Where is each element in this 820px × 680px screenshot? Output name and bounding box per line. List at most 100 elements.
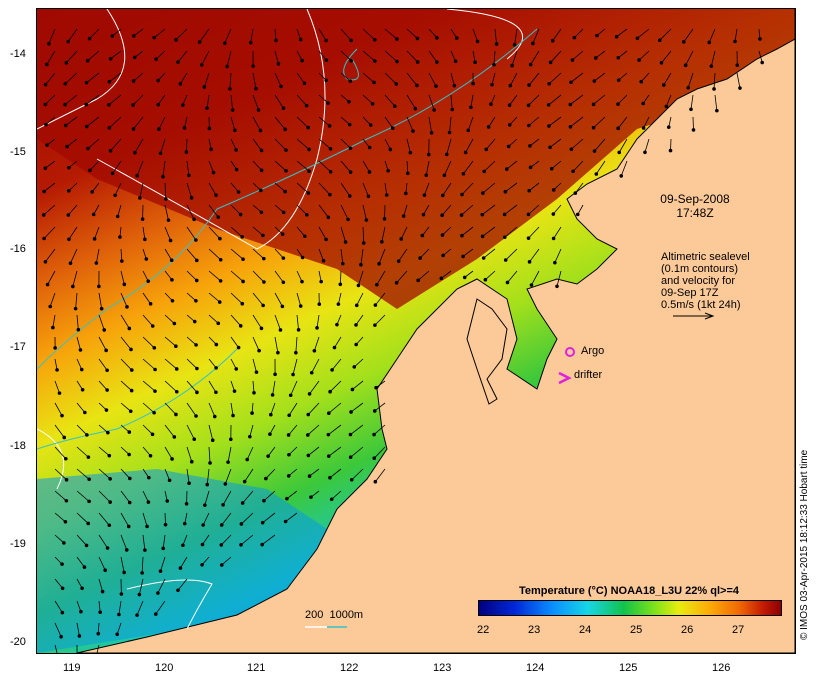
velocity-arrow-head [83, 410, 87, 415]
velocity-arrow [242, 490, 254, 504]
velocity-arrow [316, 314, 320, 328]
velocity-arrow [133, 28, 144, 37]
velocity-arrow-head [210, 438, 215, 443]
velocity-arrow-head [347, 99, 351, 104]
velocity-arrow [116, 622, 122, 635]
velocity-arrow [252, 226, 264, 236]
velocity-arrow-head [328, 389, 332, 394]
velocity-arrow-head [122, 570, 126, 575]
velocity-arrow-head [233, 128, 237, 133]
velocity-arrow-head [161, 546, 166, 551]
velocity-arrow-head [257, 348, 261, 353]
lon-tick: 120 [155, 662, 174, 674]
velocity-arrow [483, 160, 496, 172]
velocity-arrow-head [273, 372, 277, 377]
velocity-arrow-head [152, 346, 157, 350]
velocity-arrow-head [526, 103, 531, 108]
velocity-arrow [318, 160, 331, 173]
velocity-arrow-head [200, 542, 205, 547]
velocity-arrow-head [261, 233, 265, 238]
velocity-arrow-head [97, 284, 101, 289]
velocity-arrow [87, 138, 100, 149]
velocity-arrow-head [527, 83, 531, 87]
velocity-arrow [296, 50, 303, 61]
velocity-arrow-head [259, 148, 264, 153]
velocity-arrow [444, 160, 452, 176]
sealevel-note-line: 0.5m/s (1kt 24h) [661, 299, 741, 311]
velocity-arrow-head [241, 257, 245, 261]
velocity-arrow-head [91, 212, 96, 217]
velocity-arrow [208, 292, 221, 303]
velocity-arrow-head [568, 125, 573, 129]
velocity-arrow-head [373, 479, 378, 484]
velocity-arrow-head [214, 366, 218, 370]
velocity-arrow [186, 204, 195, 220]
velocity-arrow [230, 292, 243, 305]
velocity-arrow [685, 50, 694, 66]
velocity-arrow-head [348, 455, 353, 459]
velocity-arrow-head [594, 172, 599, 176]
velocity-arrow [230, 226, 243, 238]
velocity-arrow-head [394, 82, 399, 86]
velocity-arrow-head [548, 60, 553, 65]
velocity-arrow-head [276, 62, 281, 66]
velocity-arrow [442, 226, 452, 236]
velocity-arrow-head [239, 522, 244, 526]
velocity-arrow-head [712, 87, 716, 91]
velocity-arrow-head [197, 40, 202, 44]
velocity-arrow-head [424, 173, 429, 178]
velocity-arrow [230, 314, 242, 327]
velocity-arrow-head [262, 256, 266, 261]
velocity-arrow-head [80, 586, 84, 591]
velocity-arrow-head [128, 409, 133, 414]
velocity-arrow-head [504, 167, 509, 171]
velocity-arrow [514, 28, 518, 45]
velocity-arrow-head [266, 454, 270, 458]
velocity-arrow-head [294, 350, 298, 355]
velocity-arrow [461, 182, 474, 195]
velocity-arrow-head [447, 130, 452, 135]
velocity-arrow-head [76, 327, 81, 332]
velocity-arrow [548, 72, 562, 85]
velocity-arrow [64, 72, 78, 85]
velocity-arrow [505, 182, 518, 193]
velocity-arrow [186, 468, 190, 484]
velocity-arrow [142, 358, 156, 370]
velocity-arrow [252, 270, 265, 283]
velocity-arrow [424, 182, 430, 196]
velocity-arrow [164, 314, 175, 324]
velocity-arrow-head [386, 168, 390, 173]
velocity-arrow-head [241, 279, 245, 284]
velocity-arrow [274, 160, 287, 172]
velocity-arrow-head [547, 81, 551, 86]
velocity-arrow [47, 270, 56, 285]
velocity-arrow-head [184, 501, 189, 506]
velocity-arrow [376, 270, 386, 285]
temperature-colorbar [478, 600, 782, 616]
velocity-arrow [378, 248, 386, 264]
velocity-arrow [66, 50, 78, 64]
velocity-arrow-head [201, 523, 205, 527]
velocity-arrow-head [348, 170, 353, 174]
warm-pool [37, 9, 795, 309]
velocity-arrow-head [174, 412, 178, 417]
velocity-arrow [570, 72, 584, 83]
velocity-arrow [362, 204, 367, 221]
velocity-arrow-head [682, 40, 686, 44]
velocity-arrow-head [231, 413, 235, 418]
velocity-arrow-head [63, 81, 68, 86]
credit-text: © IMOS 03-Apr-2015 18:12:33 Hobart time [799, 449, 810, 640]
velocity-arrow [296, 314, 299, 330]
velocity-arrow-head [494, 42, 499, 46]
velocity-arrow-head [105, 546, 110, 550]
velocity-arrow [381, 226, 386, 242]
velocity-arrow [186, 402, 197, 417]
velocity-arrow-head [309, 495, 313, 499]
velocity-arrow-head [300, 255, 305, 260]
velocity-arrow-head [415, 36, 420, 41]
velocity-arrow-head [135, 613, 139, 617]
velocity-arrow [288, 402, 298, 416]
velocity-arrow-head [507, 123, 512, 127]
velocity-arrow-head [549, 166, 554, 171]
velocity-arrow-head [67, 165, 71, 170]
